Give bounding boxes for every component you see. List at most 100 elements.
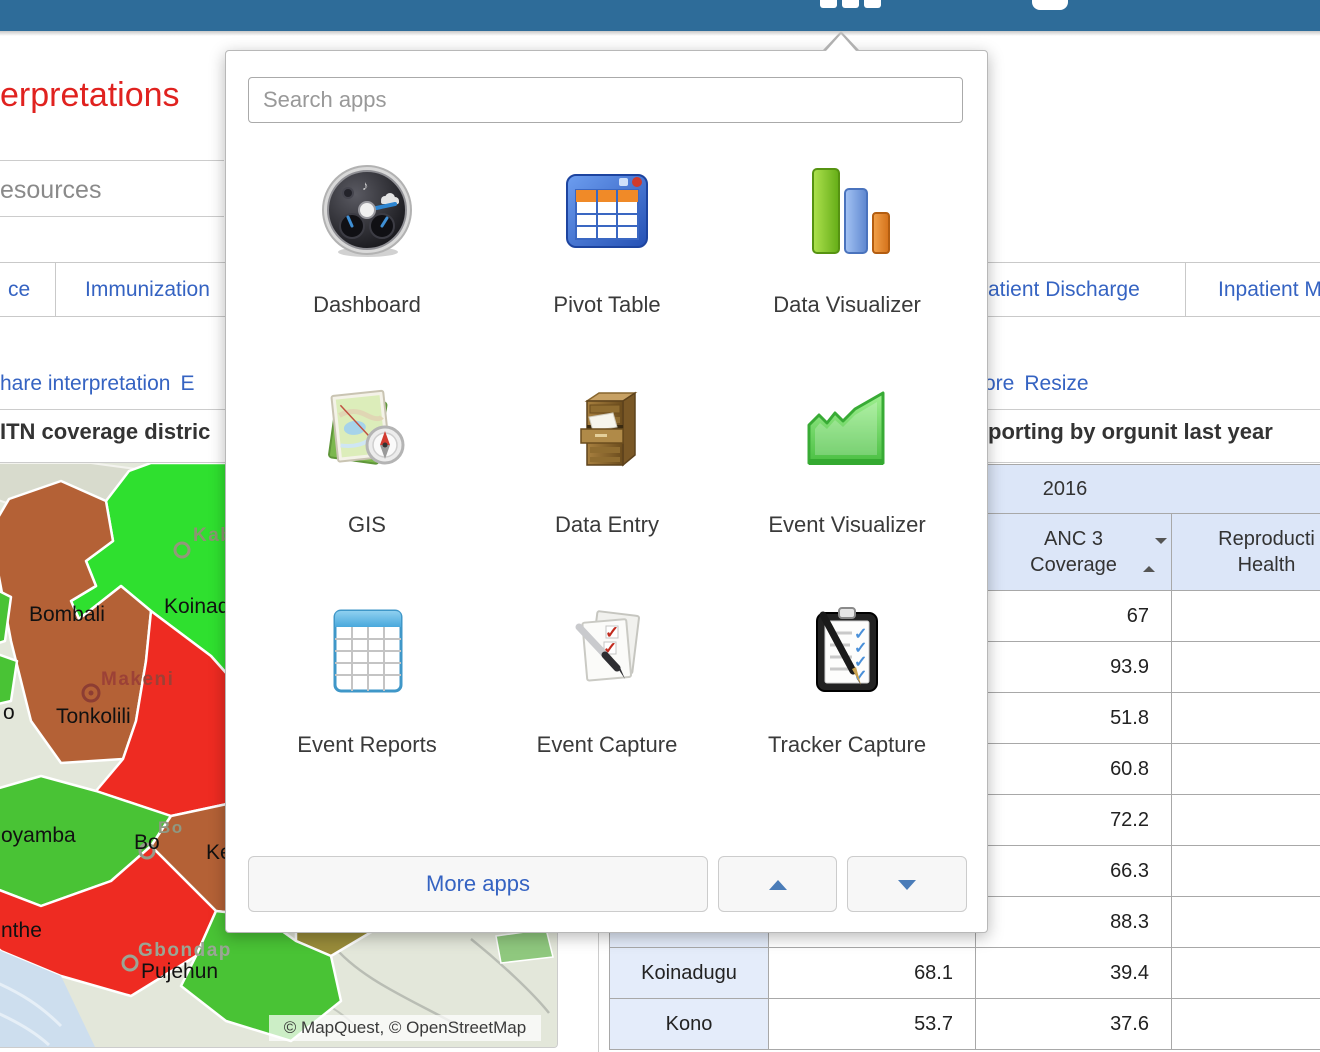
more-apps-button[interactable]: More apps	[248, 856, 708, 912]
city-marker-kabala	[173, 541, 191, 559]
anc3-header-text: ANC 3 Coverage	[1030, 528, 1117, 576]
anc3-coverage-header: ANC 3 Coverage	[975, 513, 1172, 591]
anc3-cell: 66.3	[975, 845, 1172, 897]
map-compass-icon	[319, 383, 415, 479]
city-marker-gbondapi	[121, 954, 139, 972]
app-label: Data Visualizer	[773, 292, 921, 317]
city-label-gbondapi: Gbondap	[138, 940, 232, 961]
area-chart-icon	[799, 383, 895, 479]
city-marker-makeni-dot	[88, 690, 94, 696]
app-label: GIS	[348, 512, 386, 537]
app-label: Event Visualizer	[768, 512, 926, 537]
map-panel-heading: ITN coverage distric	[0, 419, 211, 444]
rh-cell	[1171, 998, 1320, 1050]
ocean	[0, 950, 96, 1047]
city-marker-bo	[138, 842, 156, 860]
app-data-visualizer[interactable]: Data Visualizer	[732, 163, 962, 363]
app-dashboard[interactable]: ♪ Dashboard	[252, 163, 482, 363]
district-label-bonthe-fragment: nthe	[1, 919, 42, 942]
svg-text:✓: ✓	[605, 623, 619, 642]
district-west-green-2[interactable]	[0, 651, 19, 706]
file-cabinet-icon	[559, 383, 655, 479]
rh-cell	[1171, 896, 1320, 948]
rh-cell	[1171, 743, 1320, 795]
anc3-cell: 39.4	[975, 947, 1172, 999]
clipboard-pen-icon: ✓ ✓ ✓ ✓	[799, 603, 895, 699]
app-gis[interactable]: GIS	[252, 383, 482, 583]
sort-icon[interactable]	[1143, 538, 1167, 572]
tab-divider	[1185, 263, 1186, 316]
interpretation-links-left: hare interpretation E	[0, 372, 204, 396]
rh-cell	[1171, 692, 1320, 744]
tab-inpatient[interactable]: Inpatient M	[1218, 278, 1320, 301]
svg-text:✓: ✓	[854, 626, 867, 643]
district-west-green-1[interactable]	[0, 586, 13, 646]
app-label: Event Reports	[297, 732, 437, 757]
apps-menu-button[interactable]	[812, 0, 892, 31]
anc3-cell: 67	[975, 590, 1172, 642]
cell: 68.1	[768, 947, 976, 999]
district-label-moyamba-fragment: oyamba	[1, 824, 76, 847]
reproductive-health-header: Reproducti Health	[1171, 513, 1320, 591]
spreadsheet-icon	[319, 603, 415, 699]
table-row-kono: Kono 53.7 37.6	[609, 998, 1320, 1050]
chevron-down-icon	[898, 880, 916, 891]
apps-menu-popup: ♪ Dashboard Pivot Ta	[225, 50, 988, 933]
tab-left-1[interactable]: ce	[8, 278, 31, 301]
city-marker-makeni	[81, 683, 101, 703]
app-pivot-table[interactable]: Pivot Table	[492, 163, 722, 363]
search-input[interactable]	[248, 77, 963, 123]
district-neighbor	[495, 928, 554, 964]
divider	[0, 160, 224, 161]
app-event-capture[interactable]: ✓ ✓ Event Capture	[492, 603, 722, 803]
app-label: Pivot Table	[553, 292, 661, 317]
anc3-cell: 72.2	[975, 794, 1172, 846]
topbar-shadow	[0, 31, 1320, 36]
app-tracker-capture[interactable]: ✓ ✓ ✓ ✓ Tracker Capture	[732, 603, 962, 803]
app-event-reports[interactable]: Event Reports	[252, 603, 482, 803]
app-label: Data Entry	[555, 512, 659, 537]
edit-link[interactable]: E	[180, 372, 195, 395]
notepad-pen-icon: ✓ ✓	[559, 603, 655, 699]
svg-text:✓: ✓	[854, 640, 867, 657]
resize-link[interactable]: Resize	[1024, 372, 1089, 395]
cell: 53.7	[768, 998, 976, 1050]
anc3-cell: 88.3	[975, 896, 1172, 948]
anc3-cell: 37.6	[975, 998, 1172, 1050]
chevron-up-icon	[768, 880, 787, 891]
row-label: Kono	[609, 998, 769, 1050]
table-row-koinadugu: Koinadugu 68.1 39.4	[609, 947, 1320, 999]
pivot-table-icon	[559, 163, 655, 259]
city-label-kabala: Kab	[193, 525, 233, 546]
rh-cell	[1171, 947, 1320, 999]
tab-patient-discharge[interactable]: atient Discharge	[988, 278, 1140, 301]
rh-cell	[1171, 641, 1320, 693]
tab-immunization[interactable]: Immunization	[85, 278, 210, 301]
tab-divider	[55, 263, 56, 316]
popup-caret-inner	[826, 34, 856, 51]
apps-grid-icon	[842, 0, 859, 8]
district-label-tonkolili: Tonkolili	[56, 705, 131, 728]
app-event-visualizer[interactable]: Event Visualizer	[732, 383, 962, 583]
rh-header-text: Reproducti Health	[1218, 528, 1315, 576]
rh-cell	[1171, 590, 1320, 642]
profile-icon[interactable]	[1032, 0, 1068, 10]
app-data-entry[interactable]: Data Entry	[492, 383, 722, 583]
share-interpretation-link[interactable]: hare interpretation	[0, 372, 171, 395]
interpretation-links-right: ore Resize	[984, 372, 1099, 396]
scroll-up-button[interactable]	[718, 856, 837, 912]
page-subtitle: esources	[0, 176, 102, 204]
rh-cell	[1171, 845, 1320, 897]
explore-link[interactable]: ore	[984, 372, 1015, 395]
svg-text:✓: ✓	[854, 654, 867, 671]
scroll-down-button[interactable]	[847, 856, 967, 912]
apps-grid-icon	[864, 0, 881, 8]
table-panel-heading: porting by orgunit last year	[988, 419, 1273, 444]
divider	[0, 216, 224, 217]
district-label-bo: Bo	[134, 831, 160, 854]
anc3-cell: 51.8	[975, 692, 1172, 744]
row-label: Koinadugu	[609, 947, 769, 999]
app-label: Tracker Capture	[767, 732, 927, 757]
page-title: erpretations	[0, 76, 180, 114]
